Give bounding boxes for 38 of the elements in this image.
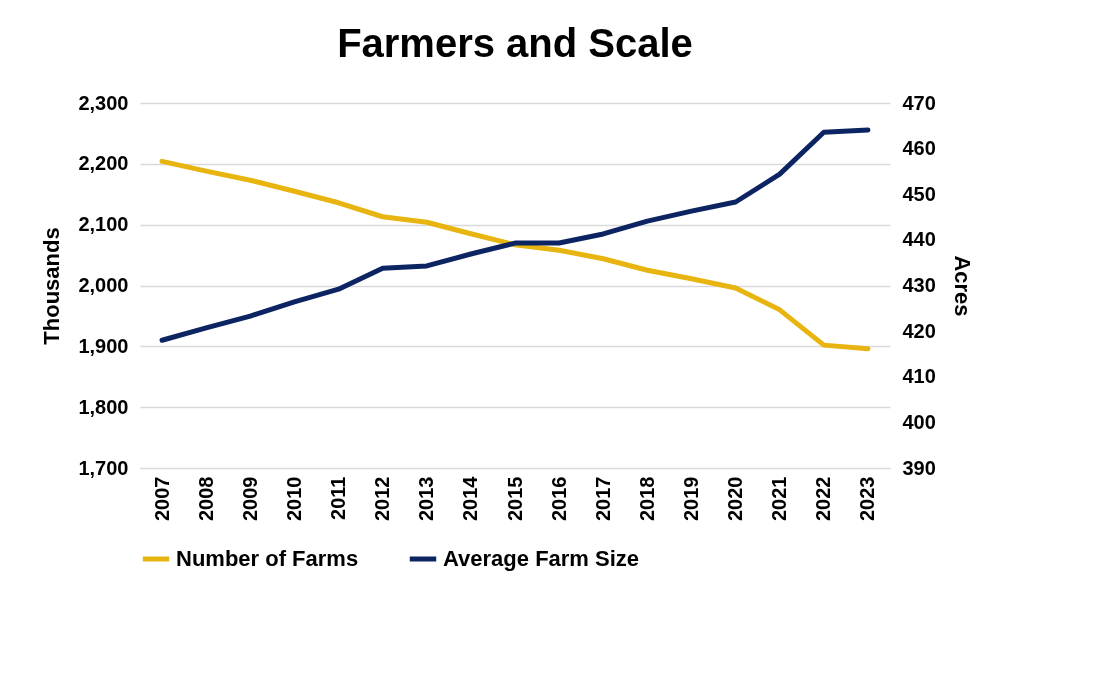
y2-tick-label: 460 (902, 137, 936, 160)
x-tick-label: 2021 (768, 476, 791, 521)
x-tick-label: 2009 (238, 476, 261, 521)
x-tick-label: 2013 (415, 476, 438, 521)
y2-axis-title: Acres (949, 255, 975, 317)
y2-tick-label: 420 (902, 319, 936, 342)
chart-title: Farmers and Scale (337, 21, 693, 65)
x-tick-label: 2022 (812, 476, 835, 521)
y2-tick-label: 450 (902, 182, 936, 205)
x-tick-label: 2011 (327, 476, 350, 520)
y-tick-label: 2,100 (78, 213, 129, 236)
y-axis-title: Thousands (39, 227, 65, 345)
y-tick-label: 1,900 (78, 334, 129, 357)
y-tick-label: 1,800 (78, 395, 129, 418)
y2-tick-label: 440 (902, 228, 936, 251)
x-tick-label: 2015 (503, 476, 526, 521)
x-tick-label: 2020 (724, 476, 747, 521)
x-tick-label: 2023 (856, 476, 879, 521)
x-tick-label: 2010 (282, 476, 305, 521)
legend-label: Average Farm Size (443, 546, 640, 571)
y-tick-label: 2,300 (78, 91, 129, 114)
x-tick-label: 2018 (635, 476, 658, 521)
x-tick-label: 2016 (547, 476, 570, 521)
y2-tick-label: 470 (902, 91, 936, 114)
x-tick-label: 2014 (459, 475, 482, 521)
y-tick-label: 2,200 (78, 152, 129, 175)
x-tick-label: 2017 (591, 476, 614, 521)
y-tick-label: 1,700 (78, 456, 129, 479)
x-tick-label: 2012 (371, 476, 394, 521)
y2-tick-label: 400 (902, 410, 936, 433)
y-tick-label: 2,000 (78, 274, 129, 296)
x-tick-label: 2007 (150, 476, 173, 521)
x-tick-label: 2019 (679, 476, 702, 521)
x-tick-label: 2008 (194, 476, 217, 521)
y2-tick-label: 390 (902, 456, 936, 479)
y2-tick-label: 430 (902, 274, 936, 296)
legend-label: Number of Farms (176, 546, 359, 571)
y2-tick-label: 410 (902, 365, 936, 388)
